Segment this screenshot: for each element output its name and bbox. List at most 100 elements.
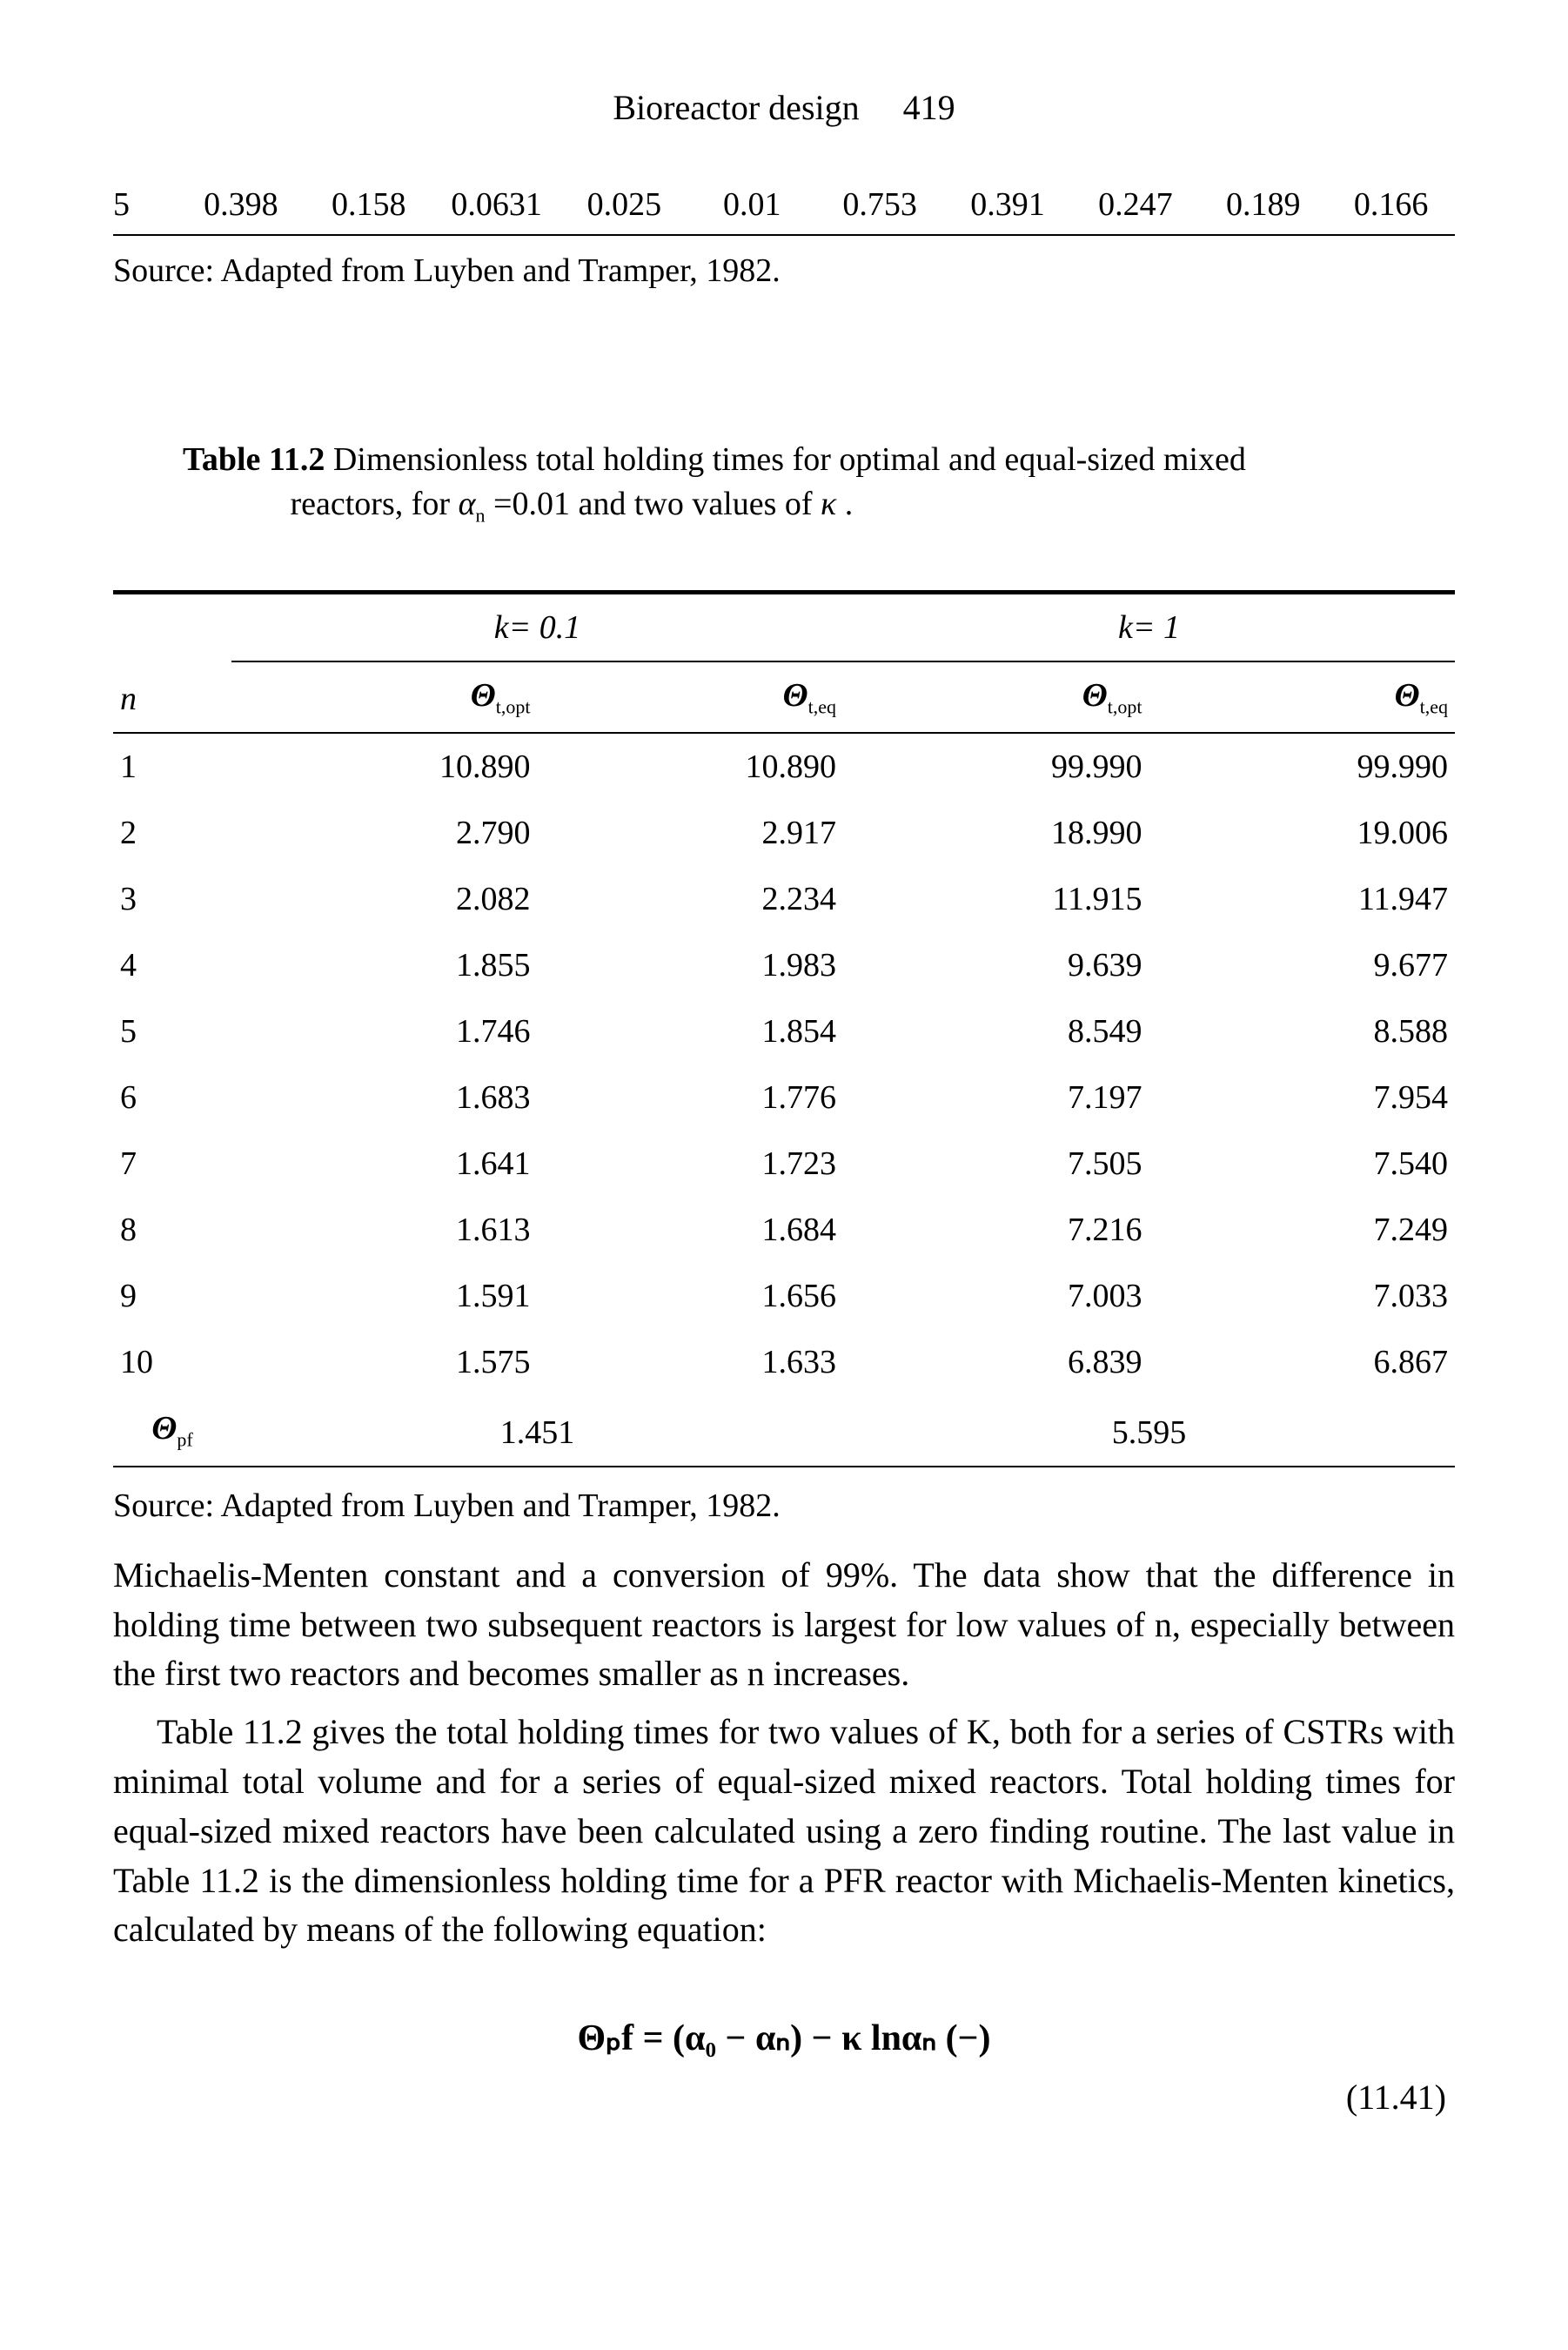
col-head-theta-opt-2: Θt,opt bbox=[843, 661, 1149, 734]
kappa-symbol: κ bbox=[821, 486, 836, 522]
paragraph-2: Table 11.2 gives the total holding times… bbox=[113, 1708, 1455, 1955]
cell: 7.249 bbox=[1149, 1197, 1456, 1263]
cell: 9.639 bbox=[843, 932, 1149, 998]
cell: 6.839 bbox=[843, 1329, 1149, 1395]
k-header-2: k= 1 bbox=[843, 592, 1455, 661]
cell: 10.890 bbox=[231, 733, 538, 800]
cell: 7.197 bbox=[843, 1064, 1149, 1131]
cell: 11.915 bbox=[843, 866, 1149, 932]
source-note-2: Source: Adapted from Luyben and Tramper,… bbox=[113, 1487, 1455, 1525]
running-title: Bioreactor design bbox=[613, 88, 859, 127]
cell: 1.633 bbox=[538, 1329, 844, 1395]
cell: 0.01 bbox=[688, 185, 816, 224]
cell-n: 7 bbox=[113, 1131, 231, 1197]
caption-line2a: reactors, for bbox=[291, 486, 459, 522]
cell: 1.684 bbox=[538, 1197, 844, 1263]
cell-n: 4 bbox=[113, 932, 231, 998]
cell: 0.753 bbox=[816, 185, 944, 224]
cell: 2.234 bbox=[538, 866, 844, 932]
equation-line: Θₚf = (α₀ − αₙ) − κ lnαₙ (−) bbox=[113, 2016, 1455, 2059]
cell: 7.003 bbox=[843, 1263, 1149, 1329]
caption-tail: . bbox=[845, 486, 854, 522]
cell: 1.854 bbox=[538, 998, 844, 1064]
table-row: 22.7902.91718.99019.006 bbox=[113, 800, 1455, 866]
cell: 11.947 bbox=[1149, 866, 1456, 932]
cell: 8.588 bbox=[1149, 998, 1456, 1064]
k-header-1: k= 0.1 bbox=[231, 592, 843, 661]
cell: 19.006 bbox=[1149, 800, 1456, 866]
cell: 99.990 bbox=[1149, 733, 1456, 800]
theta-pf-val-1: 1.451 bbox=[231, 1395, 843, 1467]
table-11-2-caption: Table 11.2 Dimensionless total holding t… bbox=[183, 438, 1455, 529]
cell: 1.746 bbox=[231, 998, 538, 1064]
cell: 7.216 bbox=[843, 1197, 1149, 1263]
cell: 10.890 bbox=[538, 733, 844, 800]
cell: 1.656 bbox=[538, 1263, 844, 1329]
running-head: Bioreactor design 419 bbox=[113, 87, 1455, 128]
cell: 7.540 bbox=[1149, 1131, 1456, 1197]
col-head-theta-eq-1: Θt,eq bbox=[538, 661, 844, 734]
table-row: 81.6131.6847.2167.249 bbox=[113, 1197, 1455, 1263]
cell-n: 5 bbox=[113, 998, 231, 1064]
cell: 0.247 bbox=[1071, 185, 1199, 224]
cell: 0.391 bbox=[944, 185, 1072, 224]
cell: 2.082 bbox=[231, 866, 538, 932]
cell-n: 2 bbox=[113, 800, 231, 866]
cell: 1.983 bbox=[538, 932, 844, 998]
cell: 1.855 bbox=[231, 932, 538, 998]
equation-11-41: Θₚf = (α₀ − αₙ) − κ lnαₙ (−) bbox=[113, 2016, 1455, 2059]
cell-n: 6 bbox=[113, 1064, 231, 1131]
caption-lead: Table 11.2 bbox=[183, 441, 325, 478]
n-header: n bbox=[120, 681, 137, 717]
cell: 2.917 bbox=[538, 800, 844, 866]
cell: 7.033 bbox=[1149, 1263, 1456, 1329]
table-row: 51.7461.8548.5498.588 bbox=[113, 998, 1455, 1064]
table-row: 110.89010.89099.99099.990 bbox=[113, 733, 1455, 800]
cell: 0.025 bbox=[560, 185, 688, 224]
table-11-2-wrapper: Table 11.2 Dimensionless total holding t… bbox=[113, 438, 1455, 1525]
cell: 1.641 bbox=[231, 1131, 538, 1197]
cell: 5 bbox=[113, 185, 177, 224]
source-note-1: Source: Adapted from Luyben and Tramper,… bbox=[113, 252, 1455, 290]
cell: 6.867 bbox=[1149, 1329, 1456, 1395]
cell: 0.166 bbox=[1327, 185, 1455, 224]
page-number: 419 bbox=[903, 88, 955, 127]
cell-n: 8 bbox=[113, 1197, 231, 1263]
cell: 0.158 bbox=[305, 185, 432, 224]
equation-number: (11.41) bbox=[113, 2077, 1455, 2118]
caption-body: Dimensionless total holding times for op… bbox=[333, 441, 1246, 478]
cell: 1.776 bbox=[538, 1064, 844, 1131]
table-row: 41.8551.9839.6399.677 bbox=[113, 932, 1455, 998]
cell: 8.549 bbox=[843, 998, 1149, 1064]
cell: 18.990 bbox=[843, 800, 1149, 866]
top-data-row: 5 0.398 0.158 0.0631 0.025 0.01 0.753 0.… bbox=[113, 180, 1455, 236]
cell-n: 9 bbox=[113, 1263, 231, 1329]
col-head-theta-eq-2: Θt,eq bbox=[1149, 661, 1456, 734]
cell: 99.990 bbox=[843, 733, 1149, 800]
cell: 7.954 bbox=[1149, 1064, 1456, 1131]
cell-n: 1 bbox=[113, 733, 231, 800]
table-row: 101.5751.6336.8396.867 bbox=[113, 1329, 1455, 1395]
cell: 0.398 bbox=[177, 185, 305, 224]
cell: 7.505 bbox=[843, 1131, 1149, 1197]
paragraph-1: Michaelis-Menten constant and a conversi… bbox=[113, 1551, 1455, 1699]
cell: 1.591 bbox=[231, 1263, 538, 1329]
theta-pf-val-2: 5.595 bbox=[843, 1395, 1455, 1467]
cell: 1.613 bbox=[231, 1197, 538, 1263]
body-text: Michaelis-Menten constant and a conversi… bbox=[113, 1551, 1455, 1955]
table-11-2: k= 0.1 k= 1 n Θt,opt Θt,eq Θt,opt Θt,eq … bbox=[113, 590, 1455, 1467]
page: Bioreactor design 419 5 0.398 0.158 0.06… bbox=[0, 0, 1568, 2350]
cell-n: 10 bbox=[113, 1329, 231, 1395]
alpha-symbol: αn bbox=[459, 486, 486, 522]
cell: 0.189 bbox=[1199, 185, 1327, 224]
table-row: 91.5911.6567.0037.033 bbox=[113, 1263, 1455, 1329]
cell: 1.575 bbox=[231, 1329, 538, 1395]
caption-line2b: =0.01 and two values of bbox=[493, 486, 821, 522]
table-row: 61.6831.7767.1977.954 bbox=[113, 1064, 1455, 1131]
cell: 9.677 bbox=[1149, 932, 1456, 998]
col-head-theta-opt-1: Θt,opt bbox=[231, 661, 538, 734]
cell: 1.723 bbox=[538, 1131, 844, 1197]
table-row: 32.0822.23411.91511.947 bbox=[113, 866, 1455, 932]
theta-pf-label: Θpf bbox=[113, 1395, 231, 1467]
table-row: 71.6411.7237.5057.540 bbox=[113, 1131, 1455, 1197]
